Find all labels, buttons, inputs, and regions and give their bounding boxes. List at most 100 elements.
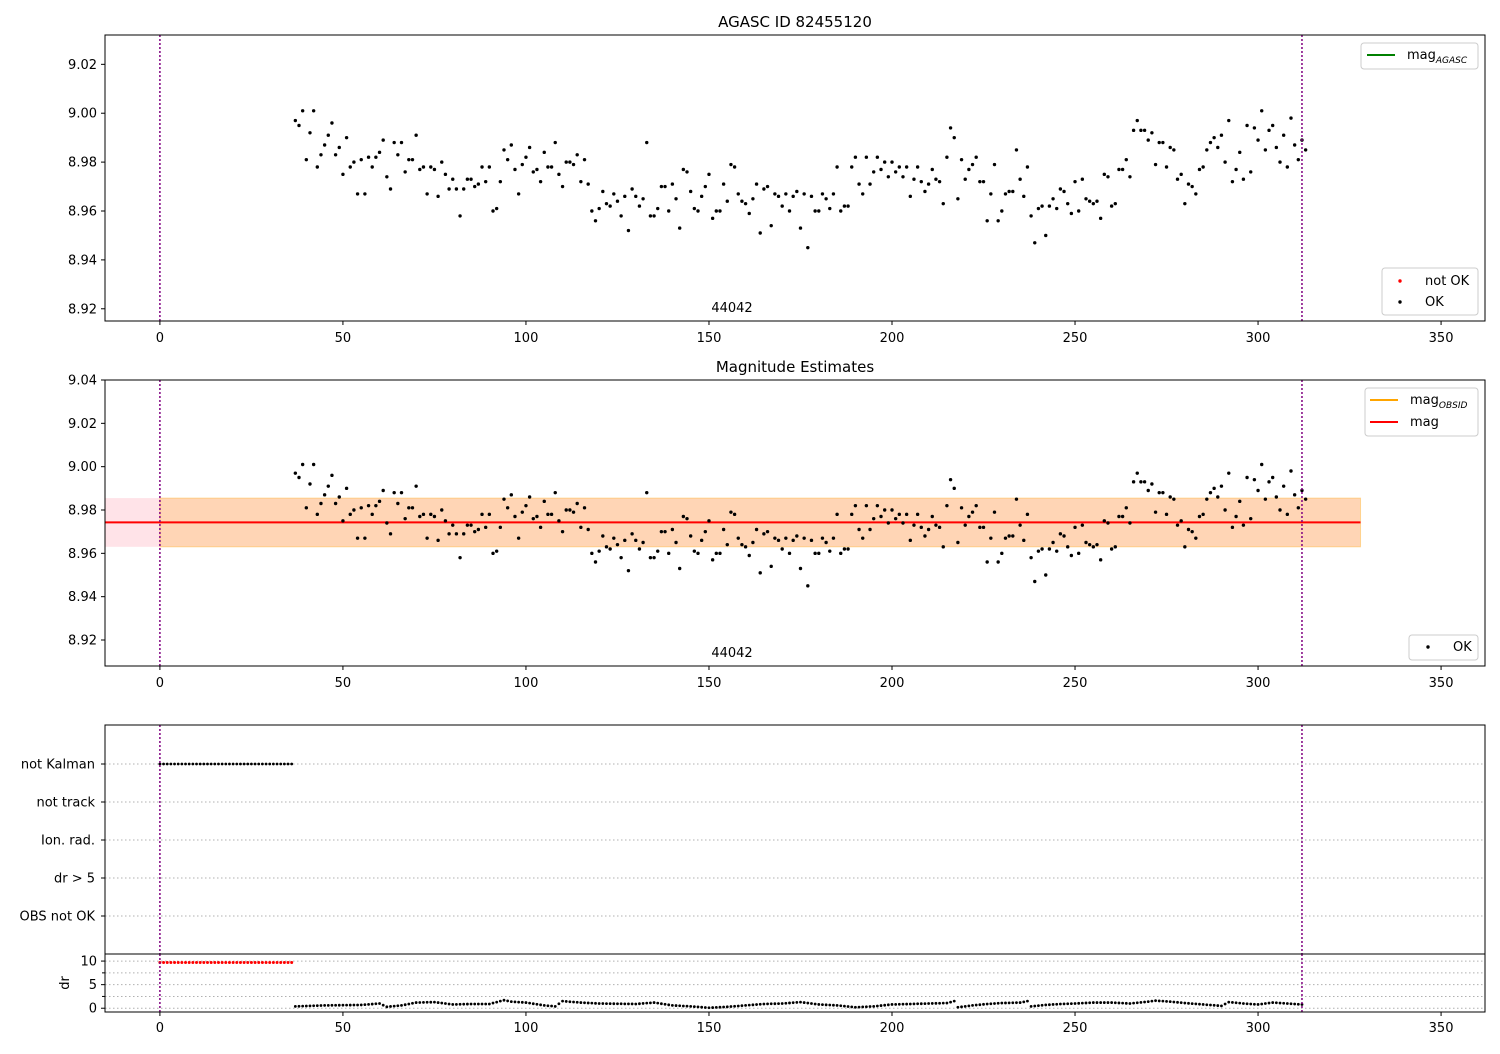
x-tick-label: 200 bbox=[880, 676, 905, 691]
data-point bbox=[498, 179, 503, 184]
x-tick-label: 200 bbox=[880, 1021, 905, 1036]
dr-flagged-point bbox=[165, 960, 169, 964]
data-point bbox=[337, 145, 341, 150]
x-tick-label: 150 bbox=[697, 331, 722, 346]
dr-point bbox=[751, 1003, 755, 1007]
dr-flagged-point bbox=[205, 960, 209, 964]
panel1-y-axis: 8.92 8.94 8.96 8.98 9.00 9.02 bbox=[68, 58, 105, 317]
data-point bbox=[795, 189, 799, 194]
data-point bbox=[787, 209, 792, 213]
data-point bbox=[509, 143, 514, 147]
data-point bbox=[315, 512, 320, 517]
dr-point bbox=[400, 1003, 403, 1007]
dr-point bbox=[1209, 1003, 1212, 1007]
data-point bbox=[648, 214, 653, 218]
data-point bbox=[945, 155, 949, 159]
data-point bbox=[1113, 545, 1117, 549]
dr-flagged-point bbox=[191, 960, 195, 964]
data-point bbox=[1263, 148, 1268, 152]
data-point bbox=[348, 512, 352, 517]
data-point bbox=[476, 527, 481, 532]
data-point bbox=[659, 184, 664, 189]
data-point bbox=[820, 192, 825, 196]
data-point bbox=[520, 162, 524, 167]
data-point bbox=[505, 506, 510, 510]
y-tick-label: 8.96 bbox=[68, 205, 97, 220]
dr-point bbox=[1198, 1002, 1201, 1006]
panel2-legend-lower-box bbox=[1408, 634, 1479, 661]
data-point bbox=[926, 182, 931, 186]
data-point bbox=[1249, 170, 1253, 174]
dr-point bbox=[1150, 999, 1154, 1003]
data-point bbox=[355, 192, 360, 196]
dr-point bbox=[927, 1002, 931, 1005]
data-point bbox=[370, 512, 374, 517]
data-point bbox=[557, 519, 561, 523]
dr-point bbox=[846, 1005, 850, 1008]
data-point bbox=[1212, 486, 1216, 491]
data-point bbox=[425, 536, 429, 540]
data-point bbox=[817, 209, 821, 213]
data-point bbox=[754, 527, 759, 532]
legend-not-ok-label: not OK bbox=[1425, 274, 1470, 289]
data-point bbox=[1098, 216, 1103, 221]
y-tick-label: 9.00 bbox=[68, 107, 97, 122]
dr-point bbox=[1091, 1001, 1095, 1004]
dr-point bbox=[843, 1004, 846, 1008]
dr-point bbox=[1245, 1002, 1249, 1006]
data-point bbox=[1303, 148, 1308, 152]
data-point bbox=[861, 536, 865, 540]
data-point bbox=[293, 118, 298, 123]
dr-point bbox=[777, 1002, 780, 1006]
data-point bbox=[586, 182, 590, 186]
dr-point bbox=[411, 1001, 414, 1005]
data-point bbox=[963, 523, 967, 527]
data-point bbox=[791, 538, 795, 543]
data-point bbox=[626, 568, 631, 573]
data-point bbox=[549, 512, 554, 517]
data-point bbox=[1219, 484, 1224, 488]
data-point bbox=[1066, 201, 1070, 206]
data-point bbox=[736, 192, 740, 196]
dr-point bbox=[879, 1004, 883, 1007]
dr-point bbox=[912, 1002, 916, 1006]
data-point bbox=[1069, 553, 1074, 558]
data-point bbox=[930, 514, 934, 519]
dr-flagged-point bbox=[257, 960, 261, 964]
data-point bbox=[586, 527, 590, 532]
dr-flagged-point bbox=[253, 960, 257, 964]
data-point bbox=[802, 536, 806, 540]
data-point bbox=[974, 155, 978, 159]
dr-flagged-point bbox=[282, 960, 286, 964]
data-point bbox=[663, 184, 667, 189]
x-tick-label: 300 bbox=[1246, 676, 1271, 691]
data-point bbox=[685, 516, 689, 521]
legend-mag-label: mag bbox=[1410, 415, 1439, 430]
dr-point bbox=[1278, 1001, 1282, 1005]
data-point bbox=[546, 512, 550, 517]
dr-tick-label: 5 bbox=[89, 978, 97, 993]
flag-point bbox=[202, 762, 206, 766]
data-point bbox=[1018, 177, 1022, 181]
flag-category-label: not track bbox=[36, 796, 95, 811]
data-point bbox=[601, 189, 605, 194]
data-point bbox=[476, 182, 481, 186]
flag-point bbox=[261, 762, 264, 766]
data-point bbox=[1179, 519, 1183, 523]
data-point bbox=[1227, 118, 1231, 123]
data-point bbox=[776, 194, 781, 199]
dr-point bbox=[520, 1000, 524, 1004]
panel1-annotation: 44042 bbox=[711, 301, 752, 316]
dr-point bbox=[1146, 1000, 1150, 1004]
dr-point bbox=[293, 1004, 297, 1008]
data-point bbox=[440, 508, 444, 512]
data-point bbox=[956, 540, 960, 545]
data-point bbox=[886, 175, 891, 179]
data-point bbox=[934, 177, 938, 181]
data-point bbox=[1011, 189, 1015, 194]
data-point bbox=[937, 179, 942, 184]
data-point bbox=[773, 192, 777, 196]
data-point bbox=[385, 175, 389, 179]
data-point bbox=[1230, 525, 1235, 530]
flag-point bbox=[242, 762, 246, 766]
